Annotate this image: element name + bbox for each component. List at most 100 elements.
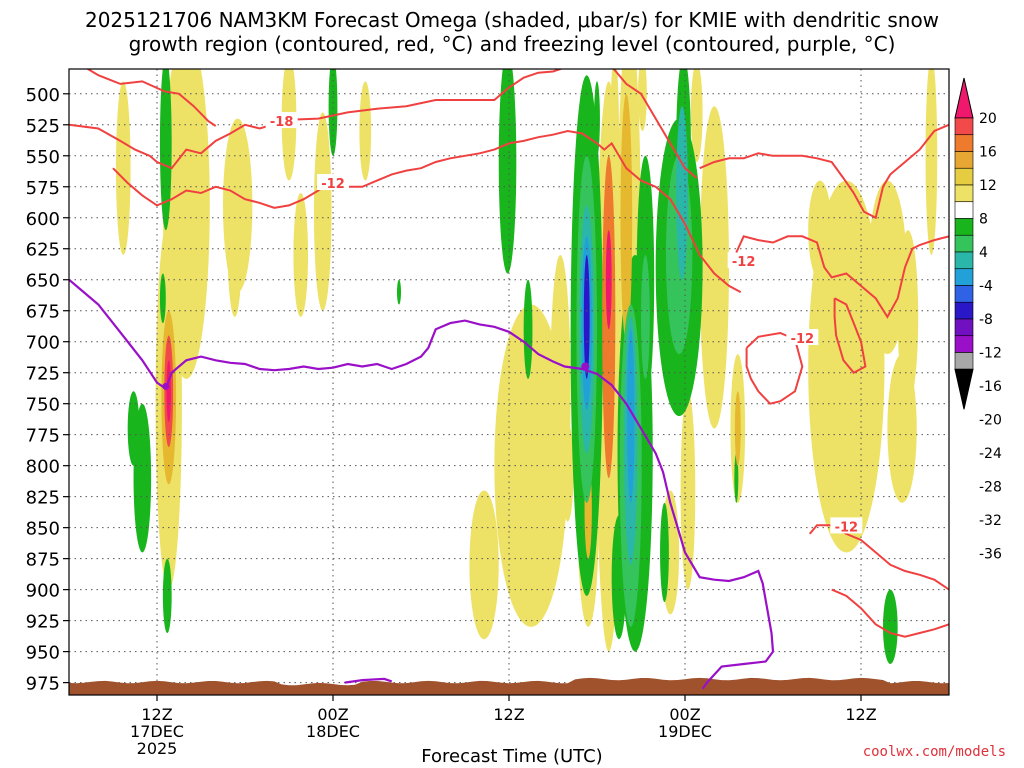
colorbar-box-7: [954, 234, 974, 253]
xtick-date-48: 19DEC: [658, 722, 712, 741]
dgz-contour-9: [831, 588, 949, 638]
ytick-label-550: 550: [26, 147, 60, 168]
omega-blob-34: [328, 69, 338, 156]
colorbar-box-4: [954, 184, 974, 203]
colorbar-box-2: [954, 151, 974, 169]
colorbar-top-arrow: [954, 77, 974, 119]
omega-blob-29: [159, 69, 172, 231]
colorbar-box-12: [954, 318, 974, 337]
omega-blob-66: [583, 254, 590, 379]
xtick-date-24: 18DEC: [306, 722, 360, 741]
ytick-label-600: 600: [26, 209, 60, 230]
dgz-label-bg-4: [727, 252, 760, 269]
dgz-contour-2: [112, 129, 742, 293]
x-axis-title: Forecast Time (UTC): [421, 746, 603, 767]
omega-blob-7: [227, 168, 243, 317]
xtick-year-12: 2025: [137, 739, 178, 758]
omega-blob-14: [610, 69, 619, 206]
freezing-dot-1: [162, 382, 170, 390]
colorbar-box-14: [954, 352, 974, 370]
dgz-label-6: -12: [791, 332, 815, 347]
colorbar-box-11: [954, 301, 974, 320]
omega-blob-32: [127, 391, 140, 466]
colorbar-label-8: -16: [979, 379, 1002, 395]
dgz-contour-8: [808, 524, 949, 591]
colorbar-box-6: [954, 218, 974, 236]
colorbar-label-1: 16: [979, 145, 997, 161]
ytick-label-800: 800: [26, 457, 60, 478]
omega-blob-4: [313, 112, 332, 311]
dgz-contour-5: [735, 235, 949, 319]
dgz-label-2: -12: [321, 177, 345, 192]
omega-blob-45: [660, 502, 669, 603]
omega-blob-20: [690, 69, 703, 162]
ytick-label-750: 750: [26, 395, 60, 416]
dgz-contour-1: [85, 69, 217, 127]
xtick-label-60: 12Z: [845, 705, 876, 724]
omega-blob-24: [808, 180, 885, 553]
freezing-contour-1: [344, 677, 393, 684]
dgz-contour-6: [745, 331, 804, 405]
colorbar-label-13: -36: [979, 547, 1002, 563]
ytick-label-575: 575: [26, 178, 60, 199]
omega-blob-5: [293, 192, 309, 317]
terrain-fill: [69, 677, 949, 695]
omega-blob-52: [734, 391, 741, 466]
xtick-label-48: 00Z: [669, 705, 700, 724]
ytick-label-850: 850: [26, 519, 60, 540]
omega-blob-30: [159, 273, 166, 324]
xtick-date-12: 17DEC: [130, 722, 184, 741]
omega-blob-36: [498, 69, 517, 274]
omega-blob-27: [925, 69, 938, 255]
ytick-label-900: 900: [26, 581, 60, 602]
omega-blob-50: [620, 93, 633, 342]
omega-blob-64: [166, 360, 171, 423]
colorbar-box-3: [954, 167, 974, 186]
dgz-contour-4: [699, 123, 949, 220]
ytick-label-675: 675: [26, 302, 60, 323]
xtick-label-24: 00Z: [317, 705, 348, 724]
colorbar-label-4: 4: [979, 245, 988, 261]
ytick-label-725: 725: [26, 364, 60, 385]
colorbar-bottom-arrow: [954, 368, 974, 410]
colorbar-label-9: -20: [979, 413, 1002, 429]
colorbar-box-1: [954, 134, 974, 152]
omega-blob-8: [359, 81, 372, 181]
source-credit: coolwx.com/models: [862, 744, 1006, 760]
omega-blob-39: [594, 81, 600, 156]
colorbar-label-11: -28: [979, 480, 1002, 496]
terrain: [69, 677, 949, 695]
ytick-label-525: 525: [26, 116, 60, 137]
colorbar: 20 16 12 8 4 -4 -8 -12 -16 -20 -24 -28 -32 -36: [954, 77, 1002, 563]
y-axis: 500 525 550 575 600 625 650 675 700 725 750 775 800 8…: [26, 85, 69, 695]
colorbar-label-2: 12: [979, 178, 997, 194]
ytick-label-650: 650: [26, 271, 60, 292]
dgz-label-bg-0: [265, 112, 298, 129]
ytick-label-700: 700: [26, 333, 60, 354]
colorbar-box-9: [954, 268, 974, 286]
colorbar-label-12: -32: [979, 513, 1002, 529]
contours: -18 -12 -12 -12 -12: [69, 69, 949, 690]
omega-blob-21: [699, 106, 729, 429]
omega-blob-0: [115, 81, 131, 255]
ytick-label-950: 950: [26, 643, 60, 664]
dgz-label-bg-2: [317, 174, 349, 191]
colorbar-label-6: -8: [979, 312, 993, 328]
ytick-label-625: 625: [26, 240, 60, 261]
omega-blob-16: [638, 69, 647, 131]
colorbar-box-13: [954, 335, 974, 353]
dgz-label-4: -12: [732, 255, 756, 270]
colorbar-label-5: -4: [979, 279, 993, 295]
ytick-label-825: 825: [26, 488, 60, 509]
omega-blob-28: [868, 180, 907, 355]
dgz-label-0: -18: [270, 115, 294, 130]
chart-title-line1: 2025121706 NAM3KM Forecast Omega (shaded…: [84, 8, 940, 32]
colorbar-box-8: [954, 251, 974, 270]
colorbar-box-5: [954, 201, 974, 219]
colorbar-label-0: 20: [979, 111, 997, 127]
ytick-label-975: 975: [26, 674, 60, 695]
ytick-label-500: 500: [26, 85, 60, 106]
freezing-dot-2: [581, 362, 590, 371]
chart-title-line2: growth region (contoured, red, °C) and f…: [128, 32, 896, 56]
